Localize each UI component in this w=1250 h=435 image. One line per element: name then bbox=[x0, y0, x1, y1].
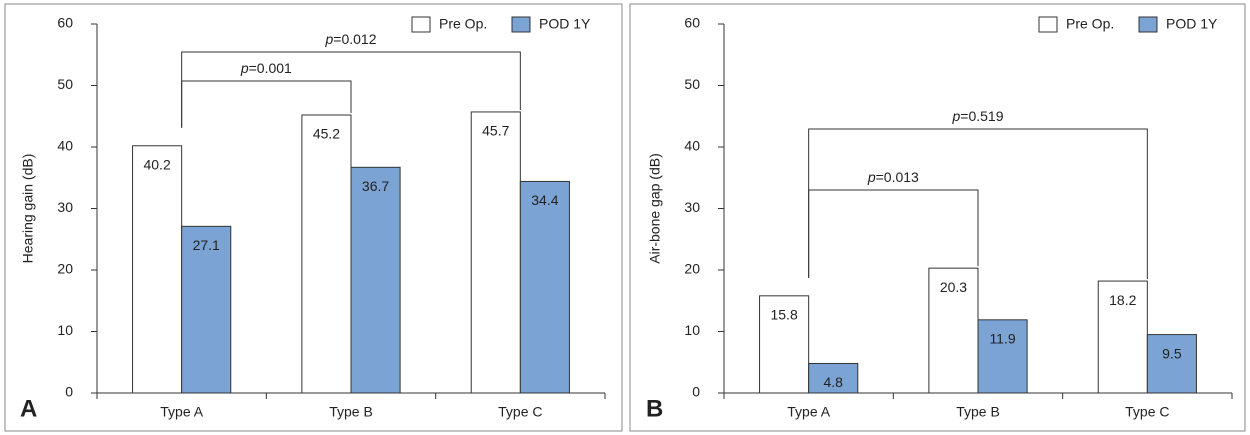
y-tick-label: 50 bbox=[684, 76, 700, 92]
bar bbox=[1097, 280, 1148, 394]
y-tick-label: 10 bbox=[57, 322, 73, 338]
value-label: 11.9 bbox=[989, 331, 1015, 347]
legend-swatch bbox=[511, 16, 531, 33]
y-tick-label: 30 bbox=[684, 199, 700, 215]
y-tick-label: 30 bbox=[57, 199, 73, 215]
value-label: 40.2 bbox=[143, 156, 170, 172]
y-tick-label: 0 bbox=[65, 384, 73, 400]
y-axis-label: Air-bone gap (dB) bbox=[647, 153, 663, 264]
y-tick-label: 40 bbox=[57, 138, 73, 154]
bar bbox=[519, 180, 570, 394]
bracket bbox=[181, 51, 521, 128]
y-tick-label: 20 bbox=[57, 261, 73, 277]
y-tick-label: 20 bbox=[684, 261, 700, 277]
y-tick-label: 50 bbox=[57, 76, 73, 92]
bar bbox=[977, 319, 1028, 394]
x-tick-label: Type C bbox=[498, 404, 542, 420]
value-label: 20.3 bbox=[940, 279, 967, 295]
p-value: p=0.012 bbox=[324, 31, 376, 47]
x-tick-label: Type A bbox=[160, 404, 203, 420]
y-axis-label: Hearing gain (dB) bbox=[20, 154, 36, 264]
x-tick-label: Type B bbox=[956, 404, 1000, 420]
value-label: 4.8 bbox=[823, 374, 843, 390]
panel-label: A bbox=[20, 395, 37, 422]
panel-frame bbox=[629, 3, 1246, 432]
bar bbox=[470, 111, 521, 394]
y-tick-label: 60 bbox=[57, 15, 73, 31]
legend-swatch bbox=[411, 16, 431, 33]
legend-label: POD 1Y bbox=[1166, 16, 1218, 32]
panel-frame bbox=[4, 3, 623, 432]
y-tick-label: 0 bbox=[692, 384, 700, 400]
bar bbox=[181, 225, 232, 394]
bar bbox=[132, 145, 183, 394]
bracket bbox=[808, 128, 1148, 280]
bar bbox=[928, 267, 979, 394]
bar bbox=[350, 166, 401, 394]
x-tick-label: Type C bbox=[1125, 404, 1169, 420]
value-label: 34.4 bbox=[531, 192, 558, 208]
legend-swatch bbox=[1038, 16, 1058, 33]
legend-label: POD 1Y bbox=[539, 16, 591, 32]
y-tick-label: 40 bbox=[684, 138, 700, 154]
bar bbox=[808, 362, 859, 394]
value-label: 45.7 bbox=[482, 123, 509, 139]
value-label: 18.2 bbox=[1109, 292, 1136, 308]
value-label: 27.1 bbox=[193, 237, 220, 253]
p-value: p=0.013 bbox=[867, 169, 919, 185]
panel-label: B bbox=[646, 395, 663, 422]
bracket bbox=[808, 189, 979, 278]
bar bbox=[301, 114, 352, 394]
bar bbox=[759, 295, 810, 394]
y-tick-label: 10 bbox=[684, 322, 700, 338]
bar bbox=[1146, 334, 1197, 394]
x-tick-label: Type A bbox=[787, 404, 830, 420]
legend-swatch bbox=[1138, 16, 1158, 33]
y-tick-label: 60 bbox=[684, 15, 700, 31]
legend-label: Pre Op. bbox=[1066, 16, 1114, 32]
value-label: 36.7 bbox=[362, 178, 389, 194]
p-value: p=0.001 bbox=[240, 60, 292, 76]
legend-label: Pre Op. bbox=[439, 16, 487, 32]
x-tick-label: Type B bbox=[329, 404, 373, 420]
value-label: 15.8 bbox=[770, 307, 797, 323]
p-value: p=0.519 bbox=[951, 108, 1003, 124]
value-label: 45.2 bbox=[313, 126, 340, 142]
value-label: 9.5 bbox=[1162, 345, 1182, 361]
